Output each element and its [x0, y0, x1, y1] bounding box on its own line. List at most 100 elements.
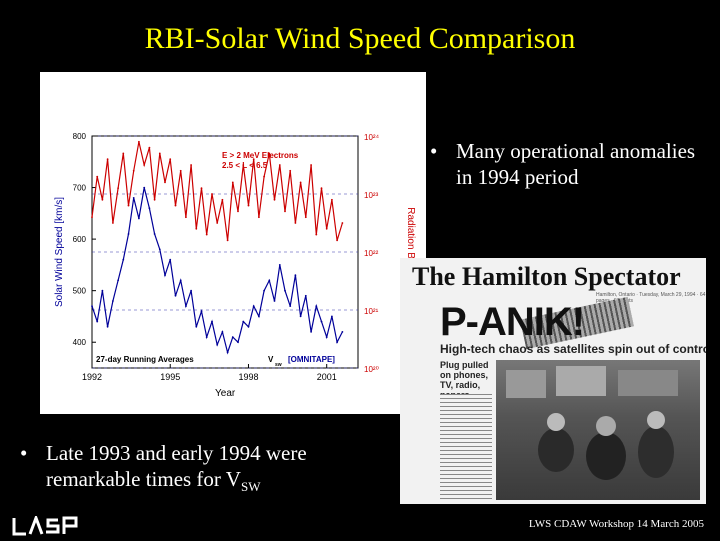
- newspaper-photo: [496, 360, 700, 500]
- wind-point: [242, 320, 245, 323]
- left-tick-label: 700: [73, 184, 87, 193]
- y-axis-label-left: Solar Wind Speed [km/s]: [54, 197, 65, 307]
- electrons-point: [190, 164, 193, 166]
- newspaper-subheadline: High-tech chaos as satellites spin out o…: [440, 342, 706, 356]
- wind-point: [174, 294, 177, 297]
- wind-point: [331, 315, 333, 318]
- electrons-point: [336, 239, 338, 242]
- wind-point: [289, 305, 292, 307]
- right-tick-label: 10²⁴: [364, 133, 380, 142]
- wind-point: [284, 289, 286, 292]
- left-tick-label: 400: [73, 338, 87, 347]
- footer-text: LWS CDAW Workshop 14 March 2005: [528, 518, 704, 530]
- electrons-point: [106, 158, 109, 161]
- electrons-point: [169, 158, 172, 161]
- lasp-logo-icon: [12, 513, 78, 536]
- wind-point: [200, 310, 203, 313]
- electrons-point: [294, 222, 297, 224]
- wind-point: [258, 315, 260, 318]
- wind-point: [127, 233, 130, 235]
- wind-point: [138, 217, 140, 220]
- electrons-point: [164, 181, 166, 184]
- wind-point: [164, 274, 166, 277]
- electrons-point: [331, 198, 333, 201]
- wind-point: [320, 320, 323, 323]
- electrons-point: [273, 198, 276, 201]
- right-tick-label: 10²¹: [364, 307, 379, 316]
- wind-point: [179, 279, 182, 282]
- x-tick-label: 1995: [160, 372, 180, 382]
- wind-point: [263, 289, 265, 292]
- electrons-point: [143, 164, 146, 166]
- electrons-point: [268, 152, 271, 155]
- x-axis-label: Year: [215, 388, 236, 399]
- legend-lshell: 2.5 < L < 6.5: [222, 161, 268, 170]
- electrons-point: [289, 169, 292, 172]
- x-tick-label: 1992: [82, 372, 102, 382]
- electrons-point: [211, 193, 213, 195]
- newspaper-clipping: The Hamilton Spectator Hamilton, Ontario…: [400, 258, 706, 504]
- lasp-logo: [12, 513, 86, 541]
- electrons-point: [205, 233, 208, 236]
- wind-point: [336, 341, 338, 344]
- electrons-point: [96, 175, 99, 178]
- electrons-point: [122, 152, 125, 155]
- newspaper-column-text: [440, 394, 492, 500]
- electrons-point: [278, 164, 281, 166]
- wind-point: [101, 289, 104, 292]
- x-tick-label: 1998: [238, 372, 258, 382]
- left-tick-label: 500: [73, 287, 87, 296]
- wind-point: [158, 248, 161, 251]
- left-tick-label: 600: [73, 235, 87, 244]
- electrons-point: [299, 181, 302, 184]
- electrons-point: [320, 187, 323, 190]
- running-average-label: 27-day Running Averages: [96, 355, 194, 364]
- electrons-point: [153, 198, 156, 201]
- wind-point: [216, 343, 219, 346]
- wind-point: [91, 305, 93, 307]
- electrons-point: [242, 164, 245, 166]
- electrons-point: [341, 222, 344, 224]
- electrons-point: [117, 187, 119, 190]
- wind-point: [122, 258, 125, 261]
- electrons-point: [304, 216, 307, 219]
- x-tick-label: 2001: [317, 372, 337, 382]
- electrons-point: [258, 216, 260, 219]
- slide-title: RBI-Solar Wind Speed Comparison: [144, 22, 576, 55]
- wind-point: [325, 336, 328, 338]
- electrons-point: [195, 227, 198, 230]
- wind-point: [231, 336, 234, 338]
- wind-point: [169, 258, 172, 261]
- electrons-point: [237, 210, 239, 213]
- wind-point: [185, 305, 187, 307]
- wind-point: [273, 300, 276, 302]
- wind-point: [278, 264, 281, 266]
- wind-point: [190, 289, 193, 292]
- wind-point: [153, 233, 156, 235]
- electrons-point: [221, 198, 224, 201]
- wind-point: [226, 351, 229, 354]
- wind-point: [315, 305, 318, 307]
- electrons-point: [127, 204, 130, 207]
- wind-point: [148, 207, 151, 210]
- electrons-point: [91, 216, 93, 219]
- wind-point: [211, 320, 213, 323]
- bullet-marker: •: [430, 139, 438, 163]
- wind-point: [268, 279, 271, 282]
- wind-point: [221, 331, 224, 333]
- wind-point: [294, 274, 297, 277]
- bullet-anomalies: • Many operational anomalies in 1994 per…: [430, 138, 710, 190]
- wind-point: [132, 197, 135, 199]
- electrons-point: [315, 233, 318, 236]
- left-tick-label: 800: [73, 132, 87, 141]
- electrons-point: [310, 164, 312, 166]
- wind-point: [310, 331, 312, 333]
- right-tick-label: 10²²: [364, 249, 379, 258]
- bullet-subscript: SW: [240, 479, 261, 495]
- electrons-point: [284, 210, 286, 213]
- wind-point: [143, 186, 146, 189]
- electrons-point: [101, 198, 104, 201]
- electrons-point: [112, 222, 114, 224]
- electrons-point: [325, 227, 328, 230]
- vsw-subscript: sw: [275, 362, 282, 368]
